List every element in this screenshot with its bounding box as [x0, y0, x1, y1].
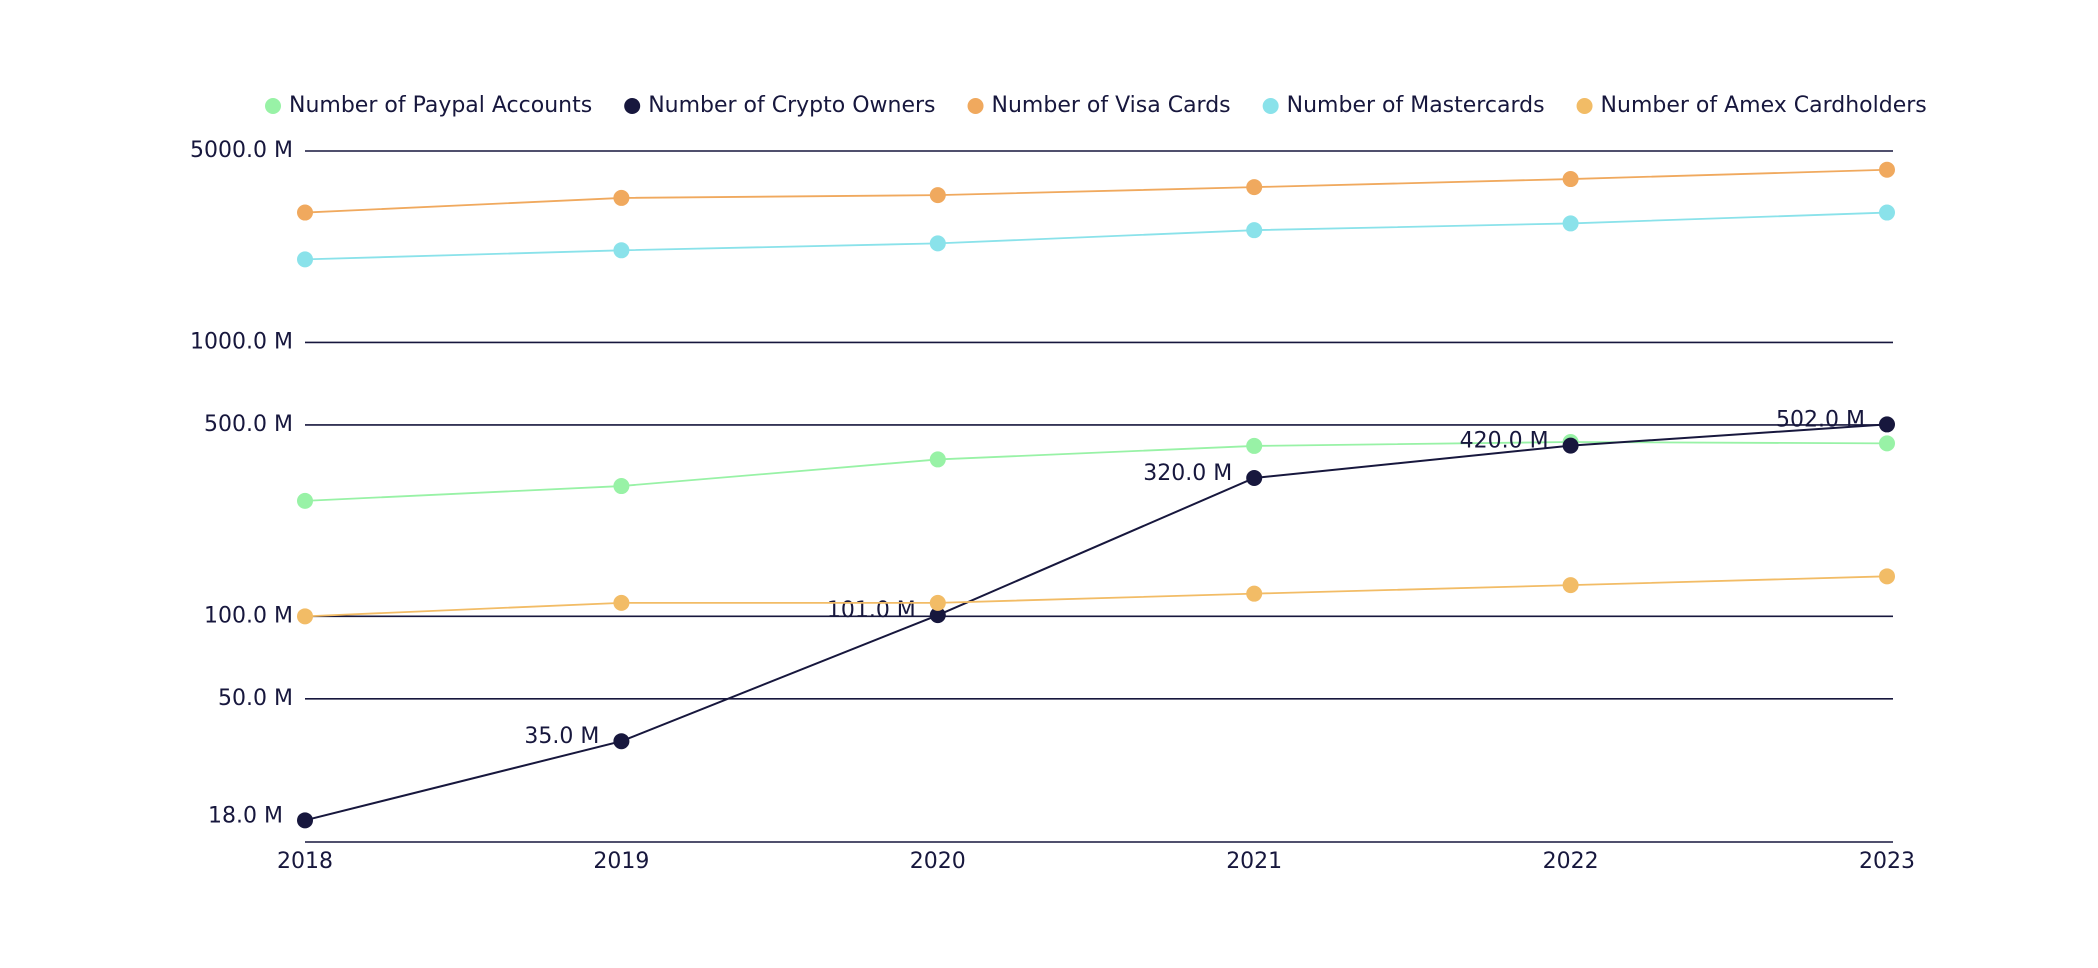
data-point — [1246, 179, 1263, 196]
data-label: 502.0 M — [1776, 407, 1865, 432]
data-point — [297, 812, 313, 829]
data-point — [613, 189, 630, 206]
data-point — [1879, 416, 1895, 433]
y-tick-label: 1000.0 M — [190, 329, 293, 354]
data-point — [929, 451, 946, 468]
x-tick-label: 2020 — [910, 849, 966, 874]
legend-marker — [265, 98, 281, 114]
data-point — [1562, 215, 1579, 232]
y-tick-label: 5000.0 M — [190, 138, 293, 163]
data-label: 420.0 M — [1460, 429, 1549, 454]
legend-marker — [1262, 98, 1279, 114]
data-point — [1879, 568, 1895, 585]
data-point — [929, 594, 946, 611]
data-point — [297, 204, 313, 221]
x-tick-label: 2021 — [1226, 849, 1282, 874]
series-line — [304, 441, 1888, 502]
legend-label: Number of Amex Cardholders — [1601, 93, 1927, 118]
data-label: 101.0 M — [827, 598, 916, 623]
series-line — [304, 211, 1888, 261]
y-tick-label: 50.0 M — [218, 686, 293, 711]
series-line — [304, 423, 1888, 822]
data-point — [297, 251, 313, 268]
data-label: 35.0 M — [524, 724, 599, 749]
y-tick-label: 500.0 M — [204, 412, 293, 437]
data-point — [1246, 437, 1263, 454]
data-point — [613, 594, 630, 611]
data-point — [1562, 171, 1579, 188]
data-point — [1562, 437, 1579, 454]
x-tick-label: 2022 — [1543, 849, 1599, 874]
data-label: 18.0 M — [208, 803, 283, 828]
data-point — [613, 733, 630, 750]
data-point — [1562, 577, 1579, 594]
data-point — [613, 242, 630, 259]
legend-marker — [967, 98, 984, 114]
legend-label: Number of Paypal Accounts — [289, 93, 592, 118]
data-point — [297, 492, 313, 509]
data-point — [297, 608, 313, 625]
data-label: 320.0 M — [1143, 461, 1232, 486]
x-tick-label: 2023 — [1859, 849, 1915, 874]
data-point — [1246, 222, 1263, 239]
data-point — [929, 235, 946, 252]
series-line — [304, 575, 1888, 618]
legend-marker — [1576, 98, 1593, 114]
legend-label: Number of Mastercards — [1287, 93, 1545, 118]
data-point — [1879, 161, 1895, 178]
data-point — [1879, 204, 1895, 221]
x-tick-label: 2019 — [593, 849, 649, 874]
data-point — [929, 607, 946, 624]
legend-marker — [624, 98, 641, 114]
data-point — [1879, 435, 1895, 452]
legend-label: Number of Visa Cards — [992, 93, 1231, 118]
data-point — [613, 478, 630, 495]
x-tick-label: 2018 — [277, 849, 333, 874]
data-point — [929, 187, 946, 204]
y-tick-label: 100.0 M — [204, 603, 293, 628]
data-point — [1246, 585, 1263, 602]
legend-label: Number of Crypto Owners — [648, 93, 935, 118]
series-line — [304, 168, 1888, 214]
data-point — [1246, 469, 1263, 486]
